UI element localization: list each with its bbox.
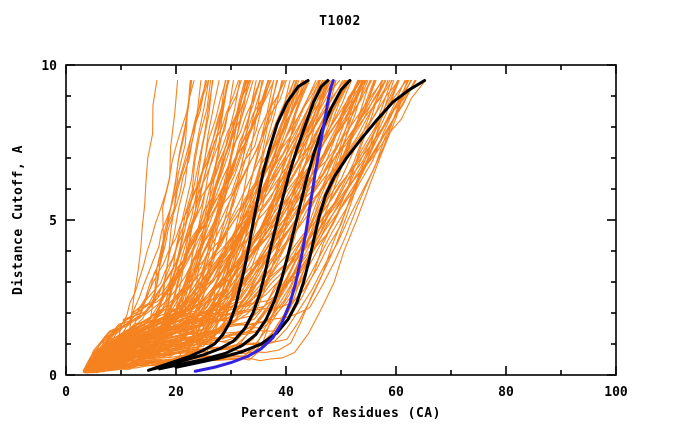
prediction-curve — [89, 79, 286, 371]
tick-labels: 0 20 40 60 80 100 0 5 10 — [41, 59, 628, 400]
prediction-curve — [88, 79, 251, 373]
selected-model-curves — [147, 79, 427, 373]
highlight-curve-black-4 — [174, 79, 427, 369]
prediction-curve — [93, 79, 192, 372]
axis-frame — [65, 64, 617, 376]
x-tick-label: 0 — [62, 385, 70, 400]
prediction-curve — [86, 79, 295, 372]
x-tick-label: 100 — [604, 385, 628, 400]
prediction-curve — [89, 79, 229, 372]
prediction-curves-orange — [82, 79, 427, 374]
prediction-curve — [84, 79, 376, 374]
highlight-curve-black-1 — [147, 79, 310, 372]
prediction-curve — [89, 79, 386, 372]
prediction-curve — [91, 79, 416, 373]
y-tick-label: 5 — [49, 214, 57, 229]
prediction-curve — [86, 79, 400, 372]
prediction-curve — [85, 79, 371, 372]
highlight-curve-blue-reference — [193, 79, 335, 373]
prediction-curve — [91, 79, 317, 374]
prediction-curve — [84, 79, 191, 372]
y-axis-title: Distance Cutoff, A — [11, 145, 26, 295]
x-tick-label: 40 — [278, 385, 294, 400]
prediction-curve — [92, 79, 278, 373]
prediction-curve — [93, 79, 349, 372]
x-tick-label: 80 — [498, 385, 514, 400]
highlight-curve-black-2 — [152, 79, 330, 371]
y-tick-label: 10 — [41, 59, 57, 74]
x-axis-title: Percent of Residues (CA) — [241, 406, 441, 421]
x-tick-label: 20 — [168, 385, 184, 400]
y-tick-label: 0 — [49, 369, 57, 384]
prediction-curve — [90, 79, 308, 373]
page-title: T1002 — [319, 14, 361, 29]
prediction-curve — [87, 79, 295, 373]
prediction-curve — [86, 79, 230, 373]
x-tick-label: 60 — [388, 385, 404, 400]
prediction-curve — [86, 79, 384, 373]
